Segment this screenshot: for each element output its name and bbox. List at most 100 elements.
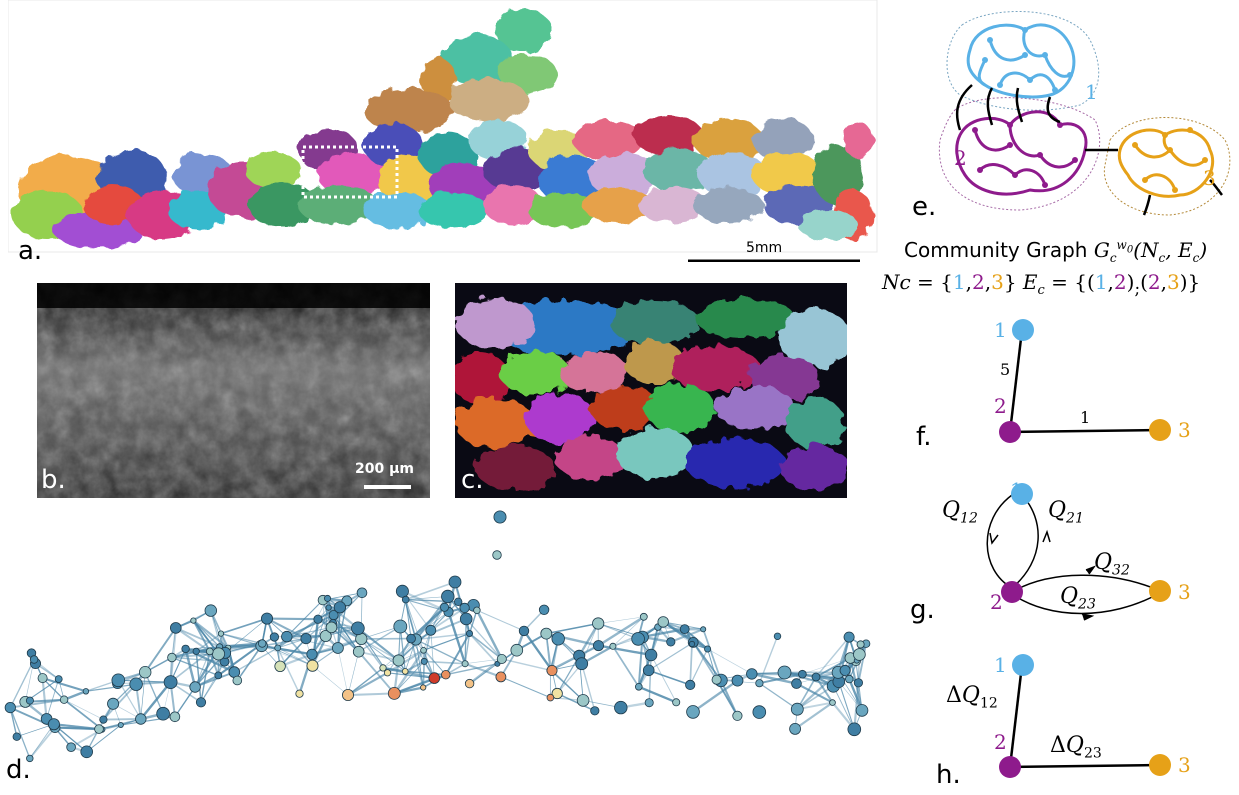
- panel-f-label: f.: [916, 422, 932, 452]
- network-node: [352, 622, 365, 635]
- network-node: [857, 641, 864, 648]
- network-edge: [759, 636, 777, 683]
- network-node: [118, 722, 123, 727]
- network-node: [326, 622, 337, 633]
- network-edge: [690, 644, 692, 685]
- network-node: [193, 648, 199, 654]
- network-node: [442, 590, 455, 603]
- network-edge: [348, 693, 394, 695]
- network-node: [275, 661, 286, 672]
- network-node: [465, 679, 474, 688]
- cg-node-3: 3: [991, 270, 1004, 294]
- network-edge: [690, 649, 707, 685]
- network-node: [474, 607, 481, 614]
- network-node: [282, 631, 293, 642]
- network-node: [774, 633, 781, 640]
- panel-d-label: d.: [6, 755, 31, 785]
- network-node: [393, 655, 404, 666]
- network-node: [67, 743, 76, 752]
- panel-f-node-3-label: 3: [1178, 418, 1191, 442]
- network-node: [81, 746, 93, 758]
- network-edge: [141, 672, 145, 719]
- network-node: [157, 707, 170, 720]
- network-node: [13, 733, 21, 741]
- panel-g-q23-label: Q23: [1060, 584, 1096, 612]
- network-node: [830, 700, 836, 706]
- network-edge: [43, 678, 47, 719]
- network-edge: [477, 610, 524, 631]
- network-node: [442, 670, 451, 679]
- panel-e-community-2-label: 2: [954, 146, 967, 170]
- network-node: [687, 706, 700, 719]
- network-node: [640, 613, 647, 620]
- network-node: [494, 511, 506, 523]
- network-node: [196, 698, 205, 707]
- network-node: [493, 551, 502, 560]
- network-node: [454, 598, 462, 606]
- network-node: [854, 649, 866, 661]
- network-node: [576, 658, 588, 670]
- panel-g-graph: [900, 470, 1239, 645]
- network-node: [296, 690, 303, 697]
- panel-h-dq12-label: ΔQ12: [946, 683, 998, 711]
- network-node: [205, 605, 217, 617]
- network-node: [541, 628, 552, 639]
- network-edge: [267, 619, 318, 620]
- network-node: [332, 643, 343, 654]
- network-node: [426, 625, 436, 635]
- panel-d-network-graph: [0, 505, 900, 791]
- network-edge: [64, 700, 103, 720]
- panel-a-scale-text: 5mm: [746, 240, 782, 256]
- network-node: [26, 697, 33, 704]
- network-node: [733, 711, 742, 720]
- network-node: [449, 576, 461, 588]
- panel-c-segmentation-zoom-image: [455, 283, 847, 498]
- network-node: [170, 712, 180, 722]
- network-node: [215, 672, 222, 679]
- cg-edge2-b: 3: [1167, 270, 1180, 294]
- network-edge: [348, 673, 387, 695]
- network-node: [846, 675, 854, 683]
- panel-h-node-2-label: 2: [994, 730, 1007, 754]
- network-node: [38, 674, 47, 683]
- network-node: [275, 645, 281, 651]
- network-node: [429, 673, 440, 684]
- network-node: [778, 666, 791, 679]
- network-node: [95, 725, 104, 734]
- network-node: [342, 689, 353, 700]
- panel-b: 200 µm b.: [37, 283, 430, 498]
- panel-e: 1 2 3 e.: [900, 0, 1239, 230]
- network-node: [353, 646, 364, 657]
- network-edge: [759, 683, 797, 709]
- network-node: [856, 705, 868, 717]
- cg-node-1: 1: [953, 270, 966, 294]
- network-node: [673, 699, 680, 706]
- network-node: [689, 641, 694, 646]
- network-node: [139, 666, 151, 678]
- panel-a: 5mm a.: [8, 0, 878, 262]
- network-node: [552, 633, 565, 646]
- network-node: [48, 719, 59, 730]
- network-node: [212, 648, 224, 660]
- network-node: [233, 676, 242, 685]
- network-node: [593, 641, 603, 651]
- panel-g-node-3-label: 3: [1178, 580, 1191, 604]
- network-node: [191, 618, 196, 623]
- network-node: [686, 680, 695, 689]
- network-node: [840, 665, 850, 675]
- panel-h-node-3-label: 3: [1178, 753, 1191, 777]
- network-node: [206, 648, 213, 655]
- network-node: [667, 638, 675, 646]
- cg-edge1-a: 1: [1095, 270, 1108, 294]
- network-node: [680, 625, 689, 634]
- panel-a-label: a.: [18, 236, 42, 266]
- network-node: [388, 687, 400, 699]
- panel-f-node-1-label: 1: [994, 318, 1007, 342]
- network-edge: [423, 661, 424, 687]
- network-node: [747, 669, 758, 680]
- network-node: [460, 613, 472, 625]
- network-node: [462, 661, 468, 667]
- network-node: [645, 649, 657, 661]
- network-node: [396, 585, 408, 597]
- network-node: [645, 699, 653, 707]
